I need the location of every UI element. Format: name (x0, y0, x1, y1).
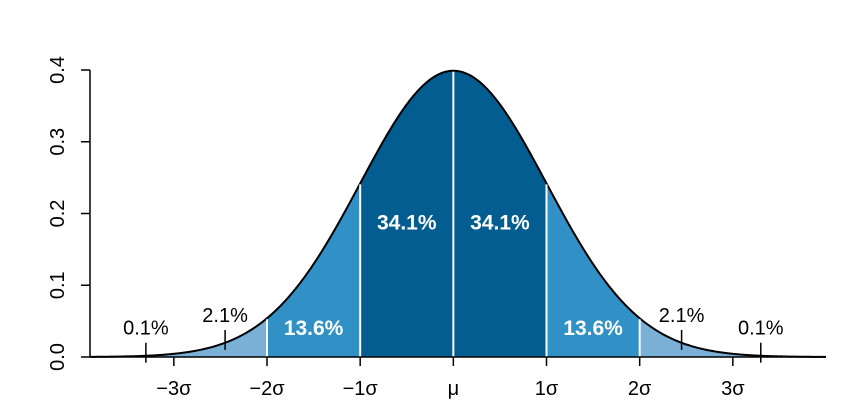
y-tick-label: 0.2 (47, 200, 69, 228)
percent-labels: 13.6% 34.1% 34.1% 13.6% 2.1% 2.1% 0.1% 0.1% (123, 212, 784, 340)
y-tick-label: 0.0 (47, 343, 69, 371)
region-dividers (266, 71, 641, 357)
label-leader-lines (145, 329, 762, 363)
x-axis-ticks: −3σ −2σ −1σ μ 1σ 2σ 3σ (156, 357, 745, 400)
region-percent-label: 34.1% (470, 212, 530, 235)
region-percent-label: 34.1% (377, 212, 437, 235)
region-percent-label: 13.6% (563, 317, 623, 340)
y-tick-label: 0.1 (47, 271, 69, 299)
region-fill-5 (639, 318, 733, 357)
x-tick-label: 1σ (535, 378, 559, 400)
region-percent-label: 2.1% (659, 305, 705, 327)
x-tick-label: −1σ (343, 378, 379, 400)
region-percent-label: 13.6% (284, 317, 344, 340)
x-tick-label: 3σ (721, 378, 745, 400)
region-fill-4 (173, 318, 268, 357)
y-tick-label: 0.3 (47, 128, 69, 156)
density-curve (89, 69, 826, 358)
y-axis-ticks: 0.0 0.1 0.2 0.3 0.4 (47, 56, 90, 371)
region-percent-label: 2.1% (202, 305, 248, 327)
x-tick-label: μ (448, 378, 460, 400)
region-fills (90, 70, 826, 357)
region-percent-label: 0.1% (123, 318, 169, 340)
x-tick-label: 2σ (628, 378, 652, 400)
x-tick-label: −3σ (156, 378, 192, 400)
y-tick-label: 0.4 (47, 56, 69, 84)
region-percent-label: 0.1% (738, 318, 784, 340)
x-tick-label: −2σ (249, 378, 285, 400)
